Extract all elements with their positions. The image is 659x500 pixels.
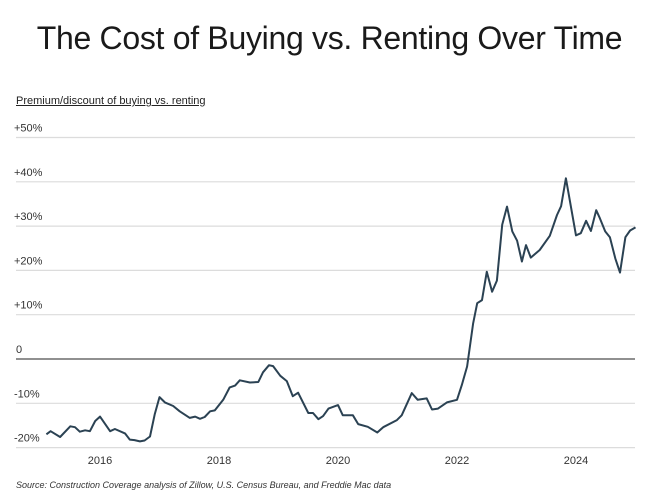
y-tick-label: +10% — [14, 300, 43, 312]
y-tick-label: +50% — [14, 123, 43, 135]
y-tick-label: 0 — [16, 344, 22, 356]
x-tick-label: 2022 — [445, 455, 469, 467]
x-tick-label: 2016 — [88, 455, 112, 467]
y-axis-label: Premium/discount of buying vs. renting — [16, 95, 206, 107]
x-tick-label: 2018 — [207, 455, 231, 467]
y-tick-label: -10% — [14, 388, 40, 400]
chart-title: The Cost of Buying vs. Renting Over Time — [36, 20, 623, 56]
y-tick-label: +30% — [14, 211, 43, 223]
series-line — [45, 177, 636, 443]
y-tick-label: +40% — [14, 167, 43, 179]
x-tick-label: 2020 — [326, 455, 350, 467]
x-tick-label: 2024 — [564, 455, 588, 467]
y-tick-label: +20% — [14, 255, 43, 267]
source-note: Source: Construction Coverage analysis o… — [16, 480, 392, 490]
y-tick-label: -20% — [14, 433, 40, 445]
